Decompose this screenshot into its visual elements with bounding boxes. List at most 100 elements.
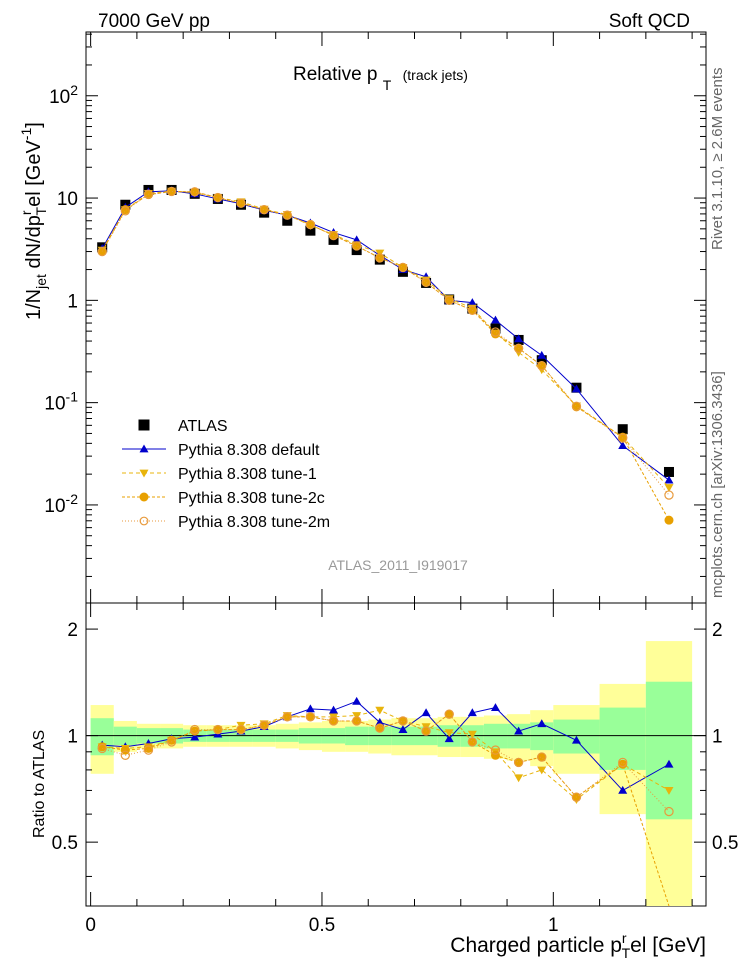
data-point: [352, 696, 362, 705]
data-point: [421, 708, 431, 717]
data-point: [328, 716, 339, 726]
legend-label: ATLAS: [178, 418, 228, 435]
data-point: [571, 401, 582, 412]
data-point: [514, 774, 524, 783]
ratio-band-inner: [599, 707, 646, 770]
legend-label: Pythia 8.308 default: [178, 442, 320, 459]
plot-title-suffix: (track jets): [403, 67, 468, 83]
x-tick-label: 0: [85, 915, 96, 936]
data-point: [467, 305, 478, 315]
ratio-band-inner: [645, 681, 693, 820]
data-point: [444, 734, 454, 743]
data-point: [444, 295, 454, 306]
data-point: [398, 725, 408, 733]
data-point: [236, 198, 246, 208]
legend-marker: [139, 516, 149, 526]
data-point: [490, 750, 500, 760]
main-y-tick-label: 10: [57, 189, 78, 210]
data-point: [398, 716, 408, 726]
data-point: [351, 241, 362, 251]
data-point: [467, 298, 477, 307]
data-point: [166, 737, 177, 747]
ratio-y-tick-label-left: 1: [67, 727, 78, 748]
data-point: [329, 705, 339, 714]
plot-title-main: Relative p: [293, 64, 378, 85]
ratio-band-inner: [530, 722, 554, 751]
data-point: [305, 220, 315, 230]
header-right: Soft QCD: [609, 11, 690, 32]
data-point: [375, 723, 385, 733]
data-point: [236, 198, 246, 208]
data-point: [618, 433, 628, 443]
data-point: [120, 206, 131, 216]
analysis-label: ATLAS_2011_I919017: [328, 557, 468, 573]
main-series-pythia-8-308-default: [97, 186, 674, 484]
ratio-axis-ticks: 0.5 0.5 1 1 2 2 0 0.5 1: [52, 32, 738, 936]
main-y-tick-label: 10-1: [44, 389, 78, 415]
legend: ATLAS Pythia 8.308 default Pythia 8.308 tu…: [122, 418, 330, 531]
data-point: [143, 189, 154, 199]
data-point: [490, 703, 500, 711]
data-point: [329, 716, 339, 726]
ratio-y-tick-label-left: 0.5: [52, 833, 78, 854]
legend-item-atlas: ATLAS: [138, 418, 228, 435]
data-point: [467, 708, 477, 717]
data-point: [514, 757, 524, 767]
data-point: [259, 205, 269, 215]
data-point: [444, 729, 454, 738]
data-point: [213, 724, 223, 735]
main-y-tick-label: 1: [67, 291, 78, 312]
data-point: [190, 187, 200, 197]
data-point: [352, 712, 362, 720]
data-point: [166, 186, 177, 197]
series-line: [101, 190, 670, 481]
data-point: [305, 219, 316, 230]
ratio-y-tick-label-right: 1: [712, 727, 723, 748]
data-point: [664, 787, 674, 795]
data-point: [421, 277, 431, 288]
side-text-bottom: mcplots.cern.ch [arXiv:1306.3436]: [709, 371, 726, 598]
data-point: [352, 716, 362, 726]
data-point: [664, 759, 674, 768]
data-point: [421, 726, 431, 736]
data-point: [143, 745, 154, 755]
data-point: [236, 724, 246, 735]
data-point: [282, 215, 293, 226]
data-point: [467, 737, 478, 747]
data-point: [490, 327, 501, 337]
header-left: 7000 GeV pp: [98, 11, 210, 32]
data-point: [571, 792, 582, 802]
data-point: [375, 253, 385, 263]
ratio-y-tick-label-right: 2: [712, 620, 723, 641]
data-point: [571, 735, 581, 744]
series-line: [101, 190, 670, 496]
x-tick-label: 0.5: [309, 915, 335, 936]
data-point: [618, 757, 628, 768]
data-point: [213, 725, 223, 735]
legend-item-pythia-8-308-tune-1: Pythia 8.308 tune-1: [122, 466, 317, 483]
data-point: [664, 806, 674, 817]
main-series-layer: [97, 184, 674, 525]
data-point: [305, 712, 316, 722]
data-point: [398, 716, 408, 726]
main-y-tick-label: 10-2: [44, 491, 78, 517]
data-point: [537, 719, 547, 728]
data-point: [120, 750, 131, 760]
data-point: [259, 720, 269, 730]
data-point: [537, 350, 547, 359]
data-point: [282, 210, 292, 220]
data-point: [444, 709, 454, 719]
legend-item-pythia-8-308-tune-2c: Pythia 8.308 tune-2c: [122, 490, 325, 507]
data-point: [97, 743, 107, 754]
main-axis-ticks: 10-2 10-1 1 10 102: [44, 33, 706, 577]
ratio-series-pythia-8-308-tune-2m: [97, 709, 674, 817]
legend-label: Pythia 8.308 tune-1: [178, 466, 317, 483]
data-point: [618, 441, 628, 450]
data-point: [664, 475, 674, 484]
data-point: [375, 723, 385, 733]
data-point: [490, 315, 500, 324]
data-point: [444, 709, 454, 719]
data-point: [352, 235, 362, 244]
data-point: [537, 752, 547, 762]
data-point: [537, 752, 547, 762]
